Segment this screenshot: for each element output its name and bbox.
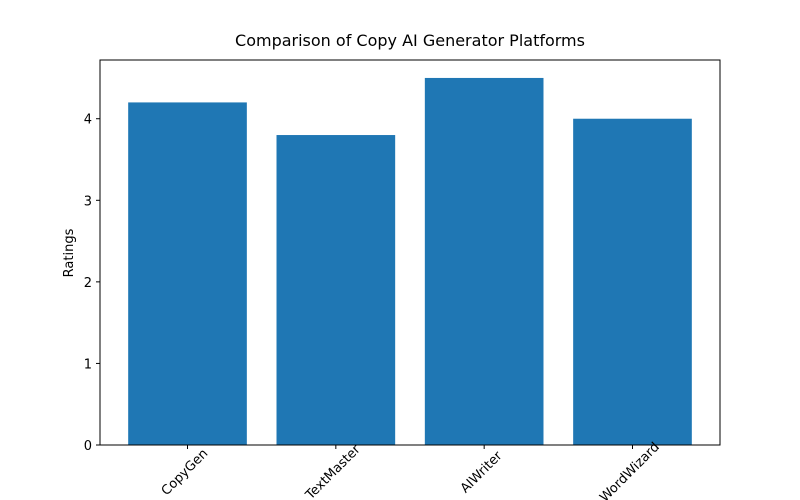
x-tick-label: TextMaster xyxy=(302,442,364,500)
y-axis-label: Ratings xyxy=(62,228,77,277)
y-tick-label: 0 xyxy=(84,439,92,454)
bar xyxy=(424,77,544,445)
chart-title: Comparison of Copy AI Generator Platform… xyxy=(235,31,585,50)
y-tick-label: 2 xyxy=(84,276,92,291)
bar xyxy=(573,118,692,445)
x-tick-label: CopyGen xyxy=(159,446,212,499)
y-tick-label: 3 xyxy=(84,194,92,209)
plot-frame xyxy=(99,59,721,446)
x-tick-label: AIWriter xyxy=(458,448,506,496)
bar xyxy=(276,135,396,446)
bar xyxy=(128,102,247,445)
y-tick-label: 4 xyxy=(84,113,92,128)
x-tick-label: WordWizard xyxy=(597,440,663,500)
y-tick-label: 1 xyxy=(84,357,92,372)
